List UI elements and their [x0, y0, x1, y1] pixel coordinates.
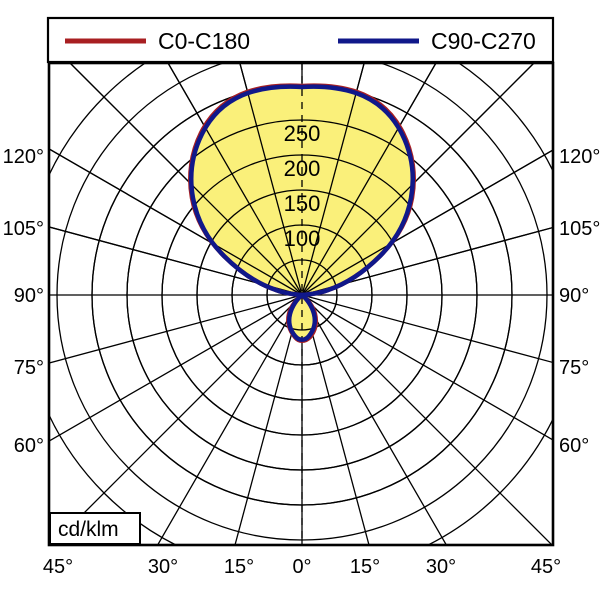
right-axis-label-120: 120° [559, 146, 600, 168]
right-axis-label-105: 105° [559, 218, 600, 240]
radial-scale-labels: 250 200 150 100 [284, 121, 321, 251]
right-axis-label-75: 75° [559, 357, 589, 379]
radial-label-100: 100 [284, 226, 321, 251]
plot-frame [47, 61, 555, 547]
left-axis-label-90: 90° [14, 285, 44, 307]
curve-c90-c270 [189, 84, 415, 342]
bottom-axis-label-0: 0° [292, 556, 311, 578]
bottom-axis-label-30-right: 30° [426, 556, 456, 578]
bottom-axis-label-45-left: 45° [43, 556, 73, 578]
gridlines-overlay [49, 63, 553, 545]
right-axis-label-60: 60° [559, 435, 589, 457]
left-axis-label-75: 75° [14, 357, 44, 379]
right-axis-label-90: 90° [559, 285, 589, 307]
legend: C0-C180 C90-C270 [46, 16, 555, 64]
bottom-axis-label-15-left: 15° [224, 556, 254, 578]
intensity-distribution-fill [191, 86, 413, 340]
left-axis-label-60: 60° [14, 435, 44, 457]
left-axis-label-120: 120° [3, 146, 44, 168]
back-lobe-fill [289, 295, 315, 340]
bottom-axis-label-45-right: 45° [531, 556, 561, 578]
legend-label-c90-c270: C90-C270 [431, 28, 536, 54]
radial-label-150: 150 [284, 191, 321, 216]
radial-label-200: 200 [284, 156, 321, 181]
bottom-axis-label-30-left: 30° [148, 556, 178, 578]
bottom-axis-label-15-right: 15° [350, 556, 380, 578]
legend-label-c0-c180: C0-C180 [158, 28, 250, 54]
left-axis-labels: 120° 105° 90° 75° 60° [3, 146, 44, 457]
c90-c270-main-lobe-path [189, 84, 415, 298]
unit-label: cd/klm [58, 518, 119, 541]
left-axis-label-105: 105° [3, 218, 44, 240]
right-axis-labels: 120° 105° 90° 75° 60° [559, 146, 600, 457]
c90-c270-back-lobe-path [286, 292, 318, 342]
bottom-axis-labels: 45° 30° 15° 0° 15° 30° 45° [43, 556, 561, 578]
unit-annotation: cd/klm [49, 512, 141, 545]
radial-label-250: 250 [284, 121, 321, 146]
main-lobe-fill [191, 86, 413, 295]
